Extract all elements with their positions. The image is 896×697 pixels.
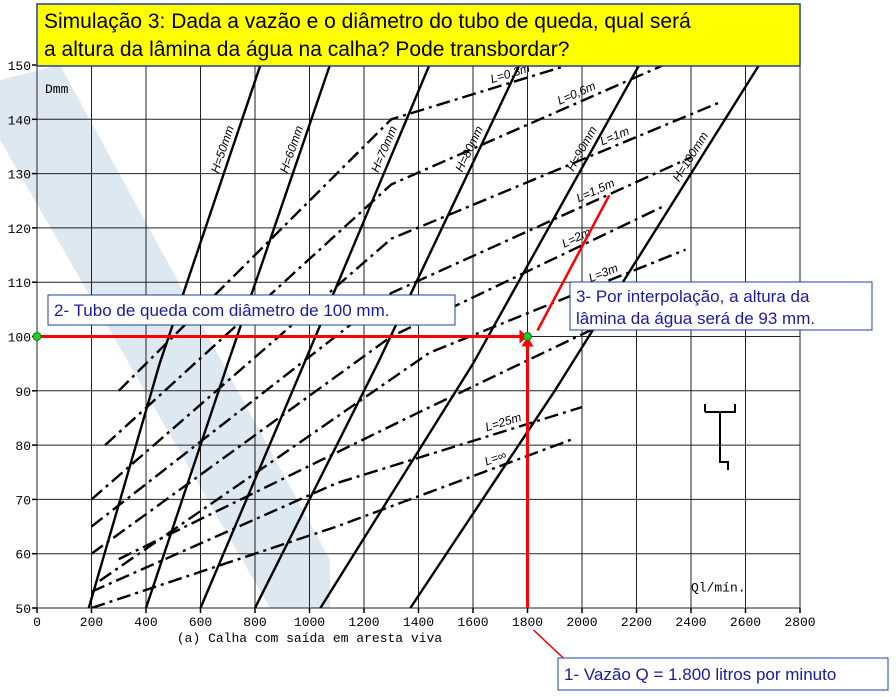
x-tick-label: 1400: [403, 615, 434, 630]
pointer: [536, 194, 611, 332]
curve: [91, 405, 583, 593]
labels: H=50mm H=60mm H=70mm H=80mm H=90mm H=100mmL=∞…: [208, 61, 711, 469]
x-tick-label: 600: [189, 615, 212, 630]
x-tick-label: 1000: [294, 615, 325, 630]
x-tick-label: 2600: [730, 615, 761, 630]
gutter-icon: [704, 404, 736, 470]
curve-label: H=80mm: [452, 124, 486, 174]
y-tick-label: 130: [8, 168, 31, 183]
x-tick-label: 1200: [348, 615, 379, 630]
curve: [253, 65, 521, 608]
curve-label: L=3m: [587, 261, 620, 285]
x-tick-label: 2000: [566, 615, 597, 630]
note-box: [569, 281, 873, 331]
curve: [409, 65, 761, 608]
y-tick-label: 140: [8, 113, 31, 128]
curve-label: L=1m: [598, 124, 631, 149]
y-tick-label: 90: [15, 385, 31, 400]
y-axis-label: Dmm: [45, 82, 69, 97]
curve: [90, 101, 719, 501]
note-box: [557, 657, 889, 691]
y-tick-label: 60: [15, 548, 31, 563]
y-tick-label: 100: [8, 331, 31, 346]
x-tick-label: 0: [33, 615, 41, 630]
title-line: a altura da lâmina da água na calha? Pod…: [44, 38, 569, 61]
x-tick-label: 1800: [512, 615, 543, 630]
y-tick-label: 80: [15, 439, 31, 454]
point: [32, 332, 42, 341]
point: [523, 332, 532, 341]
curve: [144, 65, 332, 608]
note-box: [47, 294, 456, 326]
arrow-head: [521, 336, 534, 347]
y-tick-label: 110: [8, 276, 31, 291]
curve: [319, 65, 641, 608]
y-tick-label: 50: [15, 602, 31, 617]
curve: [87, 65, 262, 608]
note: 2- Tubo de queda com diâmetro de 100 mm.: [54, 301, 389, 320]
x-tick-label: 800: [243, 615, 266, 630]
x-tick-label: 200: [80, 615, 103, 630]
x-axis-label: Ql/mín.: [691, 581, 746, 596]
title-box: [36, 3, 801, 67]
x-tick-label: 400: [134, 615, 157, 630]
x-tick-label: 1600: [457, 615, 488, 630]
curve: [91, 438, 572, 608]
note: 1- Vazão Q = 1.800 litros por minuto: [564, 665, 836, 684]
x-tick-label: 2200: [621, 615, 652, 630]
y-tick-label: 120: [8, 222, 31, 237]
curve: [118, 281, 692, 561]
curve: [199, 65, 431, 608]
annotations: [32, 194, 611, 663]
y-tick-label: 150: [8, 59, 31, 74]
note: 3- Por interpolação, a altura da: [576, 287, 810, 306]
curve: [104, 65, 665, 446]
note: lâmina da água será de 93 mm.: [576, 309, 815, 328]
caption: (a) Calha com saída em aresta viva: [177, 631, 442, 646]
title-line: Simulação 3: Dada a vazão e o diâmetro d…: [44, 10, 691, 33]
x-tick-label: 2400: [675, 615, 706, 630]
x-tick-label: 2800: [784, 615, 815, 630]
y-tick-label: 70: [15, 493, 31, 508]
curve-label: L=0,6m: [555, 79, 598, 108]
pointer: [532, 629, 569, 663]
curve: [90, 156, 692, 528]
